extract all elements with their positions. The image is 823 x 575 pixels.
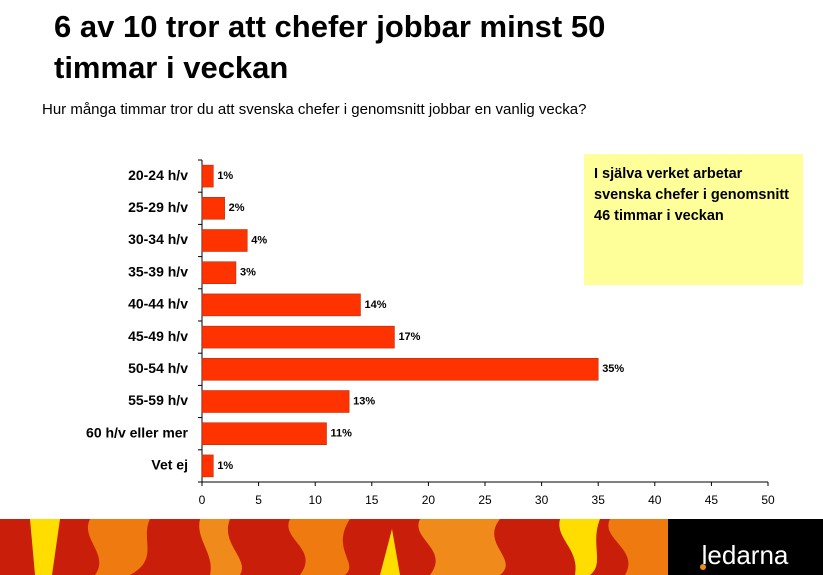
decor [418,519,506,575]
bar [201,422,327,445]
y-tick-label: 60 h/v eller mer [86,424,189,440]
logo-band [668,519,823,575]
y-tick-label: 55-59 h/v [128,392,188,408]
x-tick-label: 30 [535,493,549,507]
value-label: 1% [217,460,233,472]
decor [87,519,150,575]
value-label: 17% [398,331,420,343]
annotation: I själva verket arbetar svenska chefer i… [584,154,803,285]
value-label: 1% [217,170,233,182]
bar [201,229,248,252]
slide-title: 6 av 10 tror att chefer jobbar minst 50 … [54,9,606,85]
value-label: 2% [229,202,245,214]
x-tick-label: 35 [592,493,606,507]
y-tick-label: 30-34 h/v [128,231,188,247]
bar [201,164,214,188]
logo: ledarna [702,540,789,570]
x-tick-label: 15 [365,493,379,507]
x-tick-label: 5 [255,493,262,507]
decor [288,519,350,575]
y-tick-label: 45-49 h/v [128,328,188,344]
value-label: 14% [364,299,386,311]
value-label: 35% [602,363,624,375]
x-tick-label: 10 [309,493,323,507]
value-label: 11% [331,428,353,440]
bar [201,197,225,220]
y-tick-label: Vet ej [151,457,188,473]
bar [201,261,237,284]
decor [608,519,668,575]
bar [201,358,599,381]
decor [30,519,60,575]
y-tick-label: 40-44 h/v [128,296,188,312]
value-label: 3% [240,267,256,279]
decor [199,519,243,575]
bar [201,454,214,478]
y-tick-label: 50-54 h/v [128,360,188,376]
x-tick-label: 0 [199,493,206,507]
subtitle: Hur många timmar tror du att svenska che… [42,101,587,118]
bar [201,293,361,317]
x-tick-label: 20 [422,493,436,507]
y-tick-label: 35-39 h/v [128,263,188,279]
value-label: 4% [251,234,267,246]
decor [380,529,400,575]
footer: ledarna [0,519,823,575]
y-tick-label: 25-29 h/v [128,199,188,215]
logo-dot [700,564,706,570]
bar [201,390,350,413]
x-tick-label: 40 [648,493,662,507]
x-tick-label: 45 [705,493,719,507]
bar [201,325,395,349]
y-tick-label: 20-24 h/v [128,167,188,183]
decor [559,519,600,575]
value-label: 13% [353,395,375,407]
x-tick-label: 25 [478,493,492,507]
x-tick-label: 50 [761,493,775,507]
chart: 0 5 10 15 20 25 30 35 40 45 50 20-24 h/v 1% 25-29 h/v… [86,159,775,507]
